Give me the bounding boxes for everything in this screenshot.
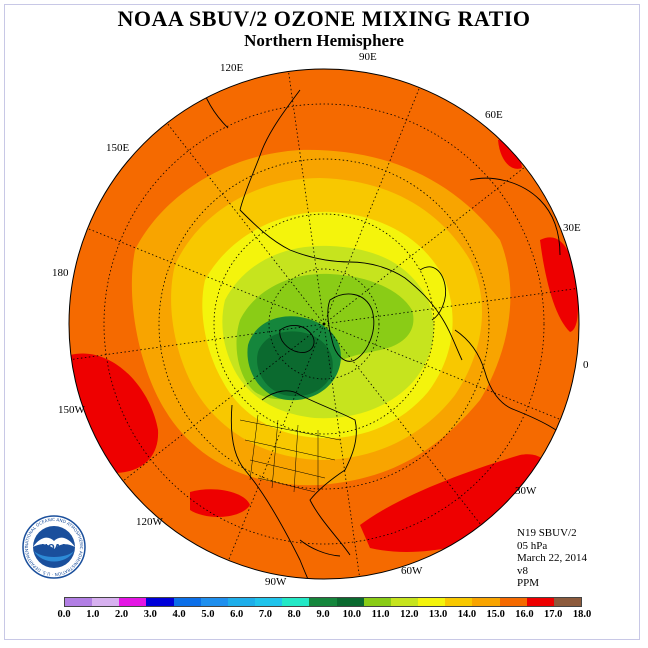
coast-gulf: [299, 539, 341, 557]
lon-label-30e: 30E: [563, 222, 581, 234]
colorbar-tick-label: 3.0: [143, 609, 157, 620]
colorbar-swatch: [309, 598, 337, 606]
colorbar-swatch: [92, 598, 120, 606]
colorbar-tick-label: 12.0: [400, 609, 419, 620]
colorbar-tick-label: 6.0: [230, 609, 244, 620]
colorbar-labels: 0.0 1.0 2.0 3.0 4.0 5.0 6.0 7.0 8.0 9.0 10.0 11.0 12…: [0, 609, 648, 623]
colorbar-swatch: [65, 598, 93, 606]
lon-label-60e: 60E: [485, 109, 503, 121]
meridian-line: [323, 87, 420, 325]
colorbar-tick-label: 15.0: [486, 609, 505, 620]
ozone-min-core: [257, 331, 333, 397]
colorbar-tick-label: 10.0: [342, 609, 361, 620]
info-version: v8: [517, 564, 528, 577]
colorbar-swatch: [119, 598, 147, 606]
lon-label-150e: 150E: [106, 142, 130, 154]
colorbar-tick-label: 1.0: [86, 609, 100, 620]
colorbar-tick-label: 17.0: [544, 609, 563, 620]
colorbar-swatch: [418, 598, 446, 606]
colorbar-tick-label: 0.0: [57, 609, 71, 620]
colorbar-tick-label: 4.0: [172, 609, 186, 620]
meridian-line: [323, 323, 482, 526]
meridian-line: [166, 122, 325, 325]
dataset-info: N19 SBUV/2 05 hPa March 22, 2014 v8 PPM: [517, 527, 587, 590]
meridian-line: [323, 288, 577, 325]
meridian-line: [288, 71, 325, 325]
logo-text: NOAA: [41, 543, 67, 552]
map-boundary: [68, 68, 580, 580]
colorbar-swatch: [282, 598, 310, 606]
coast-na-east: [299, 394, 357, 556]
meridian-line: [323, 323, 561, 420]
latitude-circles: [103, 103, 545, 545]
colorbar-swatch: [255, 598, 283, 606]
political-borders: [239, 414, 341, 493]
coast-mideast: [469, 177, 561, 256]
meridian-line: [323, 323, 360, 577]
map-title: NOAA SBUV/2 OZONE MIXING RATIO: [117, 6, 531, 31]
colorbar-tick-label: 5.0: [201, 609, 215, 620]
colorbar-swatch: [445, 598, 473, 606]
colorbar-tick-label: 7.0: [258, 609, 272, 620]
meridian-line: [323, 166, 526, 325]
lon-label-90w: 90W: [265, 576, 287, 588]
colorbar-tick-label: 11.0: [371, 609, 390, 620]
coast-asia-east: [239, 89, 301, 211]
colorbar-swatch: [526, 598, 554, 606]
meridian-line: [71, 323, 325, 360]
lon-label-150w: 150W: [58, 404, 85, 416]
colorbar-tick-label: 16.0: [515, 609, 534, 620]
info-units: PPM: [517, 577, 540, 589]
colorbar-swatch: [553, 598, 581, 606]
ozone-max-patch-east: [540, 237, 578, 332]
noaa-logo: NATIONAL OCEANIC AND ATMOSPHERIC ADMINIS…: [22, 515, 86, 579]
colorbar-swatch: [390, 598, 419, 606]
lon-label-90e: 90E: [359, 51, 377, 63]
coast-scandinavia: [419, 266, 447, 321]
colorbar-tick-label: 2.0: [114, 609, 129, 620]
lon-label-60w: 60W: [401, 565, 423, 577]
colorbar-tick-label: 9.0: [316, 609, 330, 620]
lon-label-120w: 120W: [136, 516, 163, 528]
colorbar-swatch: [173, 598, 201, 606]
ozone-max-patch-sw: [190, 489, 250, 517]
meridians: [71, 71, 577, 577]
info-instrument: N19 SBUV/2: [517, 527, 577, 539]
lon-label-30w: 30W: [515, 485, 537, 497]
colorbar-swatch: [363, 598, 391, 606]
meridian-line: [122, 323, 325, 482]
ozone-max-patch-ne: [498, 139, 522, 169]
coastlines: [199, 79, 576, 579]
colorbar-swatch: [200, 598, 228, 606]
colorbar-tick-label: 18.0: [572, 609, 592, 620]
figure-frame: [4, 4, 640, 640]
coast-greenland: [327, 293, 375, 362]
coast-eurasia-north: [239, 209, 463, 361]
info-date: March 22, 2014: [517, 552, 587, 564]
coast-na-west: [230, 404, 331, 579]
lon-label-120e: 120E: [220, 62, 244, 74]
info-level: 05 hPa: [517, 539, 548, 552]
meridian-line: [87, 228, 325, 325]
meridian-line: [228, 323, 325, 561]
lon-label-180: 180: [52, 267, 69, 279]
colorbar-tick-label: 8.0: [287, 609, 301, 620]
colorbar-swatch: [472, 598, 500, 606]
lon-label-0: 0: [583, 359, 589, 371]
coast-arctic-islands: [279, 324, 315, 353]
colorbar: [64, 597, 582, 607]
colorbar-swatch: [227, 598, 256, 606]
colorbar-swatch: [146, 598, 174, 606]
colorbar-swatch: [336, 598, 364, 606]
coast-europe-west: [454, 329, 516, 411]
map-subtitle: Northern Hemisphere: [244, 31, 404, 50]
coast-hudson: [261, 390, 301, 401]
colorbar-tick-label: 13.0: [428, 609, 448, 620]
colorbar-tick-label: 14.0: [457, 609, 477, 620]
colorbar-swatch: [499, 598, 527, 606]
